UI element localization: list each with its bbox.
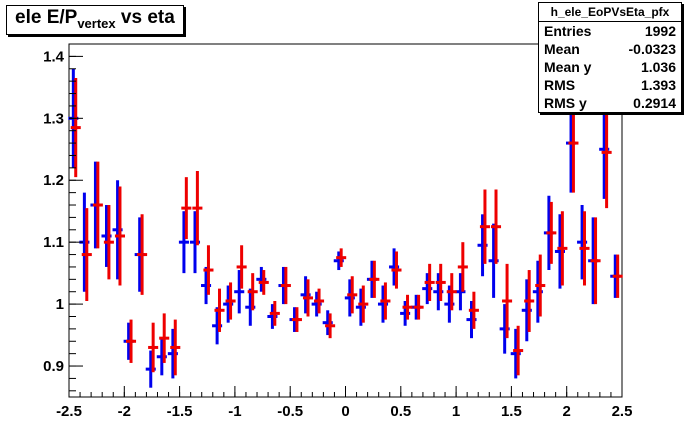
- stats-row-rms-y: RMS y 0.2914: [539, 94, 681, 112]
- x-tick-label: 0: [341, 403, 349, 420]
- x-tick-label: 1: [452, 403, 460, 420]
- stats-label: Mean y: [544, 59, 592, 75]
- series-1: [70, 78, 623, 376]
- stats-row-entries: Entries 1992: [539, 22, 681, 40]
- title-main: ele E/P: [15, 7, 78, 28]
- title-tail: vs eta: [115, 7, 175, 28]
- y-tick-label: 1: [56, 296, 64, 313]
- series-0: [68, 68, 621, 388]
- stats-value: 1.036: [640, 59, 676, 75]
- x-tick-label: 2: [563, 403, 571, 420]
- x-tick-label: 1.5: [501, 403, 522, 420]
- y-tick-label: 0.9: [43, 358, 64, 375]
- stats-label: Entries: [544, 23, 592, 39]
- x-tick-label: -1: [228, 403, 241, 420]
- stats-value: -0.0323: [628, 41, 676, 57]
- x-tick-label: -0.5: [277, 403, 303, 420]
- axes: -2.5 -2 -1.5 -1 -0.5 0 0.5 1 1.5 2 2.5 0.9 1 1.1 1.2 1.…: [43, 48, 632, 420]
- stats-row-rms: RMS 1.393: [539, 76, 681, 94]
- y-tick-label: 1.1: [43, 234, 64, 251]
- y-tick-label: 1.4: [43, 48, 65, 65]
- stats-row-mean: Mean -0.0323: [539, 40, 681, 58]
- stats-value: 1992: [644, 23, 676, 39]
- x-tick-label: -2: [118, 403, 131, 420]
- y-tick-label: 1.2: [43, 172, 64, 189]
- stats-histogram-name: h_ele_EoPVsEta_pfx: [539, 3, 681, 22]
- title-subscript: vertex: [77, 15, 116, 31]
- x-tick-label: 2.5: [612, 403, 633, 420]
- x-tick-label: -1.5: [167, 403, 193, 420]
- stats-value: 0.2914: [633, 95, 676, 111]
- chart-title: ele E/Pvertex vs eta: [6, 5, 184, 35]
- stats-value: 1.393: [640, 77, 676, 93]
- stats-row-mean-y: Mean y 1.036: [539, 58, 681, 76]
- data-marks: [68, 68, 623, 388]
- stats-box: h_ele_EoPVsEta_pfx Entries 1992 Mean -0.…: [538, 2, 682, 113]
- stats-label: RMS: [544, 77, 576, 93]
- stats-label: RMS y: [544, 95, 587, 111]
- x-tick-label: -2.5: [56, 403, 82, 420]
- y-tick-label: 1.3: [43, 110, 64, 127]
- stats-label: Mean: [544, 41, 580, 57]
- x-tick-label: 0.5: [390, 403, 411, 420]
